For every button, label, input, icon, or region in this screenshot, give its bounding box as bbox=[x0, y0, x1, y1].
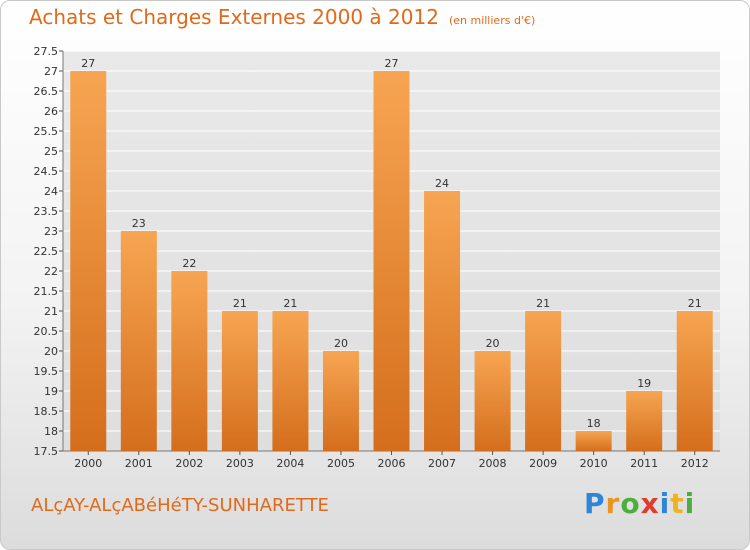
logo-letter: t bbox=[670, 487, 685, 520]
x-tick-label: 2000 bbox=[74, 457, 102, 470]
bar-value-label: 21 bbox=[283, 297, 297, 310]
logo-letter: i bbox=[684, 487, 696, 520]
y-tick-label: 17.5 bbox=[34, 445, 59, 458]
y-tick-label: 22 bbox=[44, 265, 58, 278]
y-tick-label: 19 bbox=[44, 385, 58, 398]
y-tick-label: 24.5 bbox=[34, 165, 59, 178]
bar-value-label: 24 bbox=[435, 177, 449, 190]
logo-letter: r bbox=[605, 487, 621, 520]
chart-title: Achats et Charges Externes 2000 à 2012 (e… bbox=[29, 5, 536, 29]
logo-letter: o bbox=[620, 487, 641, 520]
y-tick-label: 21.5 bbox=[34, 285, 59, 298]
y-tick-label: 24 bbox=[44, 185, 58, 198]
bar-2004 bbox=[272, 311, 309, 451]
bars: 27 23 22 21 21 20 27 24 20 21 18 19 21 bbox=[70, 57, 713, 451]
x-tick-label: 2002 bbox=[175, 457, 203, 470]
logo-letter: P bbox=[584, 487, 606, 520]
x-tick-label: 2005 bbox=[327, 457, 355, 470]
bar-value-label: 20 bbox=[486, 337, 500, 350]
x-tick-label: 2006 bbox=[378, 457, 406, 470]
y-tick-label: 26.5 bbox=[34, 85, 59, 98]
bar-value-label: 21 bbox=[233, 297, 247, 310]
x-tick-label: 2009 bbox=[529, 457, 557, 470]
y-tick-label: 25 bbox=[44, 145, 58, 158]
x-tick-label: 2003 bbox=[226, 457, 254, 470]
bar-value-label: 23 bbox=[132, 217, 146, 230]
bar-value-label: 18 bbox=[587, 417, 601, 430]
x-axis-ticks: 2000 2001 2002 2003 2004 2005 2006 2007 2008 2009… bbox=[74, 451, 709, 470]
y-tick-label: 22.5 bbox=[34, 245, 59, 258]
bar-value-label: 21 bbox=[536, 297, 550, 310]
bar-value-label: 20 bbox=[334, 337, 348, 350]
bar-2007 bbox=[424, 191, 461, 451]
logo-letter: x bbox=[640, 487, 660, 520]
bar-value-label: 21 bbox=[688, 297, 702, 310]
chart-subtitle: (en milliers d'€) bbox=[448, 14, 536, 27]
commune-name: ALçAY-ALçABéHéTY-SUNHARETTE bbox=[31, 495, 329, 516]
y-tick-label: 20.5 bbox=[34, 325, 59, 338]
bar-2003 bbox=[221, 311, 258, 451]
bar-2002 bbox=[171, 271, 208, 451]
x-tick-label: 2010 bbox=[580, 457, 608, 470]
bar-value-label: 19 bbox=[637, 377, 651, 390]
bar-2006 bbox=[373, 71, 410, 451]
y-tick-label: 25.5 bbox=[34, 125, 59, 138]
y-tick-label: 27.5 bbox=[34, 45, 59, 58]
x-tick-label: 2004 bbox=[276, 457, 304, 470]
y-tick-label: 26 bbox=[44, 105, 58, 118]
y-tick-label: 21 bbox=[44, 305, 58, 318]
y-tick-label: 23 bbox=[44, 225, 58, 238]
y-tick-label: 18 bbox=[44, 425, 58, 438]
x-tick-label: 2012 bbox=[681, 457, 709, 470]
x-tick-label: 2011 bbox=[630, 457, 658, 470]
bar-value-label: 22 bbox=[182, 257, 196, 270]
bar-2009 bbox=[525, 311, 562, 451]
bar-value-label: 27 bbox=[385, 57, 399, 70]
y-tick-label: 19.5 bbox=[34, 365, 59, 378]
y-tick-label: 20 bbox=[44, 345, 58, 358]
bar-value-label: 27 bbox=[81, 57, 95, 70]
x-tick-label: 2001 bbox=[125, 457, 153, 470]
bar-2011 bbox=[626, 391, 663, 451]
y-tick-label: 27 bbox=[44, 65, 58, 78]
proxiti-logo: Proxiti bbox=[584, 487, 695, 520]
bar-2000 bbox=[70, 71, 107, 451]
x-tick-label: 2007 bbox=[428, 457, 456, 470]
bar-2012 bbox=[676, 311, 713, 451]
bar-2005 bbox=[322, 351, 359, 451]
x-tick-label: 2008 bbox=[479, 457, 507, 470]
y-axis-ticks: 17.5 18 18.5 19 19.5 20 20.5 21 21.5 22 22.5 23 23.5… bbox=[34, 45, 720, 458]
bar-2010 bbox=[575, 431, 612, 451]
y-tick-label: 23.5 bbox=[34, 205, 59, 218]
logo-letter: i bbox=[659, 487, 671, 520]
bar-2001 bbox=[120, 231, 157, 451]
bar-2008 bbox=[474, 351, 511, 451]
y-tick-label: 18.5 bbox=[34, 405, 59, 418]
